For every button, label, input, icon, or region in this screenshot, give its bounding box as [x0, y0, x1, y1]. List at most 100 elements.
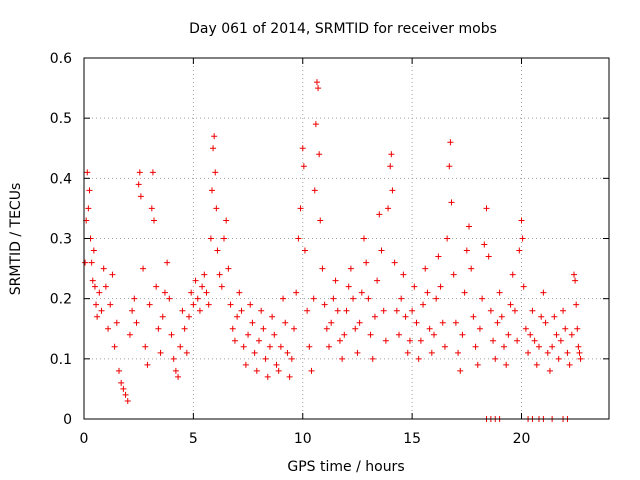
data-point	[304, 307, 311, 314]
data-point	[120, 385, 127, 392]
data-point	[113, 319, 120, 326]
data-point	[312, 121, 319, 128]
data-point	[326, 343, 332, 350]
data-point	[236, 289, 243, 296]
data-point	[153, 283, 160, 290]
data-point	[280, 295, 287, 302]
data-point	[406, 337, 413, 344]
data-point	[203, 289, 210, 296]
data-point	[380, 307, 387, 314]
data-point	[509, 271, 516, 278]
data-point	[354, 349, 361, 356]
data-point	[271, 331, 278, 338]
data-point	[452, 319, 459, 326]
y-axis-label: SRMTID / TECUs	[8, 183, 24, 296]
data-point	[293, 289, 300, 296]
data-point	[262, 355, 269, 362]
data-point	[400, 271, 407, 278]
data-point	[341, 331, 348, 338]
data-point	[199, 283, 206, 290]
data-point	[140, 265, 147, 272]
data-point	[93, 301, 100, 308]
data-point	[519, 235, 526, 242]
data-point	[196, 307, 203, 314]
data-point	[216, 271, 223, 278]
data-point	[516, 247, 523, 254]
data-point	[455, 349, 462, 356]
y-tick-label: 0.2	[50, 292, 72, 308]
data-point	[212, 169, 219, 176]
data-point	[264, 373, 271, 380]
data-point	[321, 301, 328, 308]
data-point	[161, 289, 168, 296]
data-point	[378, 247, 385, 254]
grid-lines	[84, 58, 609, 419]
data-point	[485, 253, 492, 260]
data-point	[190, 301, 197, 308]
data-point	[90, 247, 97, 254]
data-point	[428, 349, 435, 356]
axis-ticks: 0 5 10 15 20 0 0.1 0.2 0.3 0.4 0.5 0.6	[50, 51, 609, 447]
data-point	[227, 301, 234, 308]
data-point	[507, 301, 514, 308]
y-tick-label: 0.3	[50, 232, 72, 248]
data-point	[148, 205, 155, 212]
data-point	[218, 283, 225, 290]
data-point	[288, 355, 295, 362]
data-point	[300, 163, 307, 170]
data-point	[345, 283, 352, 290]
data-point	[225, 265, 232, 272]
data-point	[356, 319, 363, 326]
data-point	[201, 271, 208, 278]
data-point	[450, 271, 457, 278]
data-point	[439, 319, 446, 326]
data-point	[124, 397, 131, 404]
x-tick-label: 10	[294, 431, 312, 447]
data-point	[448, 199, 455, 206]
data-point	[382, 337, 389, 344]
data-point	[313, 79, 320, 86]
data-point	[347, 265, 354, 272]
data-point	[133, 319, 140, 326]
data-point	[157, 349, 164, 356]
data-point	[490, 337, 497, 344]
data-point	[479, 295, 486, 302]
data-point	[533, 361, 540, 368]
data-point	[175, 373, 182, 380]
data-point	[431, 331, 437, 338]
data-point	[96, 289, 103, 296]
data-point	[238, 307, 245, 314]
data-point	[557, 337, 564, 344]
data-point	[306, 343, 313, 350]
data-point	[522, 325, 529, 332]
data-point	[136, 169, 143, 176]
data-point	[301, 247, 308, 254]
data-point	[398, 295, 405, 302]
y-tick-label: 0.1	[50, 352, 72, 368]
plot-frame	[83, 57, 610, 420]
data-point	[334, 307, 341, 314]
data-point	[404, 349, 411, 356]
data-point	[144, 361, 151, 368]
data-point	[553, 331, 560, 338]
data-point	[277, 343, 284, 350]
data-point	[131, 295, 138, 302]
data-point	[572, 277, 579, 284]
data-point	[542, 319, 549, 326]
data-point	[98, 307, 105, 314]
data-point	[365, 295, 372, 302]
data-point	[573, 301, 580, 308]
data-point	[273, 361, 280, 368]
data-point	[213, 205, 220, 212]
data-point	[463, 247, 470, 254]
y-tick-label: 0.4	[50, 171, 72, 187]
x-axis-label: GPS time / hours	[287, 459, 404, 475]
data-point	[363, 259, 370, 266]
data-point	[571, 271, 577, 278]
data-point	[91, 283, 98, 290]
data-point	[323, 325, 330, 332]
data-point	[291, 325, 297, 332]
data-point	[435, 253, 442, 260]
data-point	[411, 283, 418, 290]
data-point	[149, 169, 156, 176]
